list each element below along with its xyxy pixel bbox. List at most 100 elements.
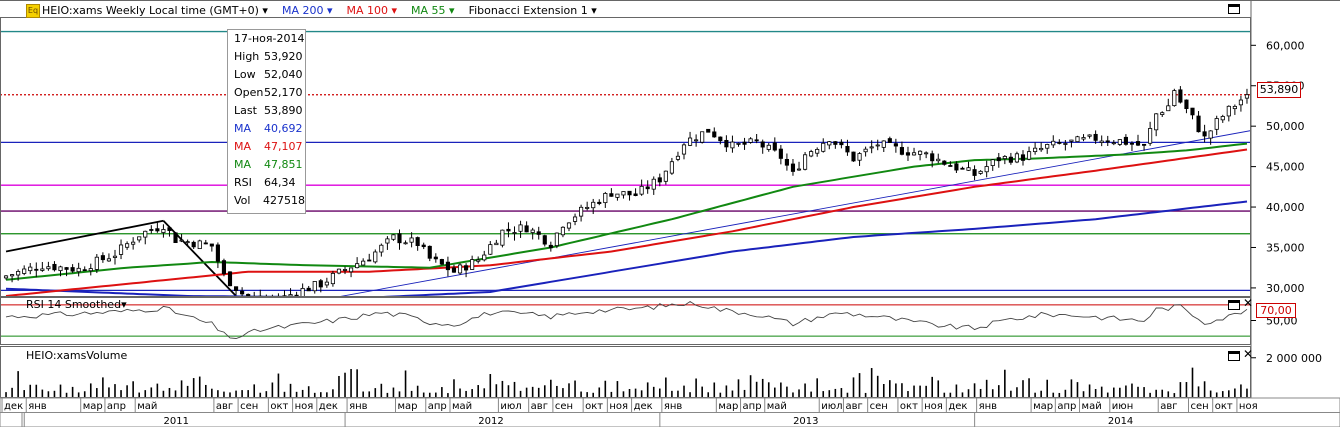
ma55-label: MA 55 — [411, 3, 446, 17]
maximize-pane-icon[interactable] — [1228, 4, 1240, 14]
month-label: окт — [900, 401, 918, 412]
price-plot — [1, 30, 1250, 296]
candle-body — [500, 229, 505, 246]
candle-body — [1190, 107, 1195, 116]
candle-body — [615, 193, 620, 198]
rsi-level-tag: 70,00 — [1256, 303, 1296, 318]
candle-body — [1208, 130, 1213, 139]
app-logo-icon[interactable]: Eq — [26, 4, 40, 18]
month-label: авг — [1160, 401, 1177, 412]
month-label: окт — [1215, 401, 1233, 412]
candle-body — [445, 261, 450, 271]
candle-body — [203, 242, 208, 245]
candle-body — [754, 139, 759, 142]
tooltip-row: MA 40,692 — [228, 120, 305, 138]
candle-body — [330, 272, 335, 285]
ma55-menu[interactable]: MA 55 ▾ — [411, 4, 455, 17]
candle-body — [948, 165, 953, 167]
candle-body — [476, 259, 481, 262]
tooltip-key: High — [234, 50, 260, 63]
tooltip-key: Low — [234, 68, 256, 81]
month-label: апр — [107, 401, 126, 412]
candle-body — [131, 241, 136, 245]
ma200-menu[interactable]: MA 200 ▾ — [282, 4, 333, 17]
candle-body — [1117, 139, 1122, 145]
candle-body — [439, 259, 444, 265]
month-label: ноя — [924, 401, 943, 412]
tooltip-value: 427518 — [263, 194, 305, 207]
tooltip-value: 53,920 — [264, 50, 303, 63]
candle-body — [960, 167, 965, 170]
candle-body — [869, 146, 874, 149]
candle-body — [1045, 144, 1050, 149]
volume-close-icon[interactable]: ✕ — [1243, 347, 1254, 361]
candle-body — [282, 295, 287, 296]
month-label: сен — [1190, 401, 1208, 412]
trendline — [340, 130, 1250, 296]
candle-body — [790, 163, 796, 172]
candle-body — [694, 139, 699, 142]
month-label: янв — [664, 401, 683, 412]
last-price-tag: 53,890 — [1257, 82, 1301, 98]
rsi-title: RSI 14 Smoothed — [26, 298, 122, 311]
rsi-menu[interactable]: RSI 14 Smoothed▾ — [26, 298, 127, 311]
candle-body — [887, 138, 892, 143]
month-label: дек — [948, 401, 967, 412]
month-label: авг — [531, 401, 548, 412]
candle-body — [730, 141, 735, 149]
candle-body — [106, 258, 111, 262]
candle-body — [1087, 134, 1092, 137]
ma100-menu[interactable]: MA 100 ▾ — [347, 4, 398, 17]
candle-body — [1226, 105, 1231, 117]
y-tick-label: 60,000 — [1266, 39, 1305, 52]
instrument-menu[interactable]: HEIO:xams Weekly Local time (GMT+0) ▾ — [42, 4, 268, 17]
candle-body — [179, 239, 184, 242]
candle-body — [415, 237, 420, 247]
candle-body — [1075, 136, 1080, 143]
volume-maximize-icon[interactable] — [1228, 351, 1240, 361]
rsi-maximize-icon[interactable] — [1228, 300, 1240, 310]
candle-body — [397, 233, 402, 244]
candle-body — [809, 151, 814, 157]
candle-body — [173, 232, 178, 244]
dropdown-arrow-icon: ▾ — [587, 3, 597, 17]
candle-body — [760, 141, 765, 148]
candle-body — [724, 139, 729, 148]
instrument-label: HEIO:xams Weekly Local time (GMT+0) — [42, 3, 259, 17]
candle-body — [312, 281, 317, 292]
year-label: 2011 — [164, 416, 189, 427]
candle-body — [161, 229, 166, 233]
month-label: ноя — [295, 401, 314, 412]
candle-body — [470, 259, 475, 270]
rsi-line — [5, 300, 1248, 339]
month-label: июн — [1112, 401, 1133, 412]
candle-body — [845, 146, 850, 153]
fibonacci-menu[interactable]: Fibonacci Extension 1 ▾ — [469, 4, 597, 17]
candle-body — [875, 144, 880, 147]
candle-body — [94, 256, 99, 270]
candle-body — [76, 267, 81, 273]
dropdown-arrow-icon: ▾ — [323, 3, 333, 17]
month-label: май — [767, 401, 787, 412]
candle-body — [1069, 139, 1074, 142]
candle-body — [294, 294, 299, 296]
dropdown-arrow-icon: ▾ — [121, 298, 127, 311]
month-label: авг — [845, 401, 862, 412]
candle-body — [215, 244, 220, 262]
year-label: 2014 — [1108, 416, 1133, 427]
candle-body — [1033, 147, 1038, 153]
candle-body — [560, 226, 566, 236]
candle-body — [712, 131, 717, 138]
candle-body — [663, 170, 668, 182]
rsi-close-icon[interactable]: ✕ — [1243, 296, 1254, 310]
candle-body — [1214, 118, 1219, 130]
tooltip-key: Vol — [234, 194, 251, 207]
candle-body — [1105, 140, 1110, 143]
candle-body — [857, 153, 862, 161]
tooltip-row: High 53,920 — [228, 48, 305, 66]
candle-body — [542, 235, 547, 245]
month-label: дек — [634, 401, 653, 412]
